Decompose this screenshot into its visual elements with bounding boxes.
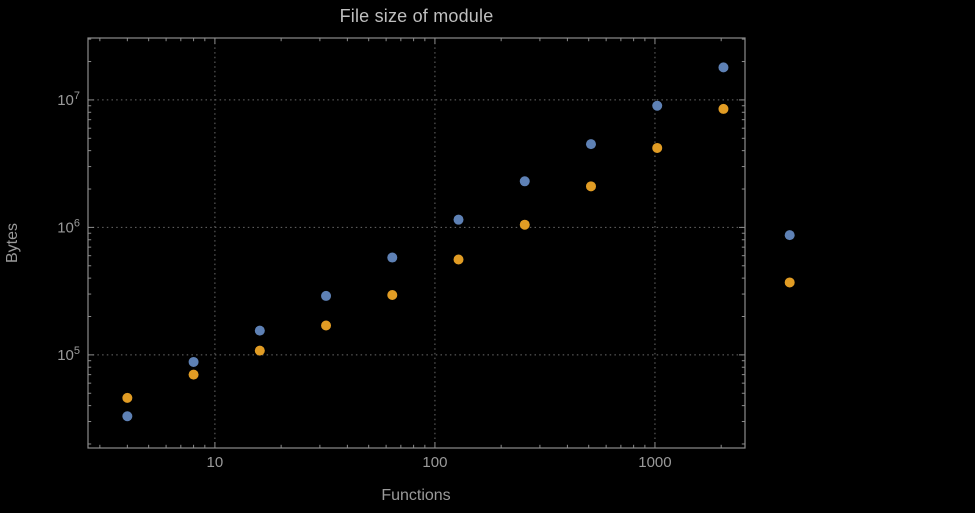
y-tick-label: 107: [57, 90, 80, 109]
data-point-series-1-blue: [652, 100, 663, 111]
data-point-series-2-orange: [585, 181, 596, 192]
x-tick-label: 1000: [638, 454, 671, 471]
data-point-series-1-blue: [387, 252, 398, 263]
data-point-series-2-orange: [188, 369, 199, 380]
data-point-series-1-blue: [254, 325, 265, 336]
data-point-series-2-orange: [254, 345, 265, 356]
data-point-series-2-orange: [387, 289, 398, 300]
data-point-series-1-blue: [122, 411, 133, 422]
data-point-series-1-blue: [718, 62, 729, 73]
x-tick-label: 100: [422, 454, 447, 471]
data-point-series-1-blue: [585, 139, 596, 150]
data-point-series-1-blue: [321, 290, 332, 301]
y-tick-label: 105: [57, 345, 80, 364]
data-point-series-2-orange: [652, 142, 663, 153]
data-point-series-2-orange: [122, 392, 133, 403]
data-point-series-2-orange: [321, 320, 332, 331]
data-point-series-2-orange: [519, 219, 530, 230]
data-point-series-2-orange: [718, 103, 729, 114]
x-axis-label: Functions: [381, 487, 451, 504]
data-point-series-1-blue: [784, 230, 795, 241]
data-point-series-2-orange: [784, 277, 795, 288]
y-tick-label: 106: [57, 217, 80, 236]
data-point-series-2-orange: [453, 254, 464, 265]
plot-frame: [87, 37, 746, 449]
data-point-series-1-blue: [453, 214, 464, 225]
data-point-series-1-blue: [188, 356, 199, 367]
x-tick-label: 10: [207, 454, 224, 471]
chart-title: File size of module: [339, 6, 494, 26]
data-point-series-1-blue: [519, 176, 530, 187]
